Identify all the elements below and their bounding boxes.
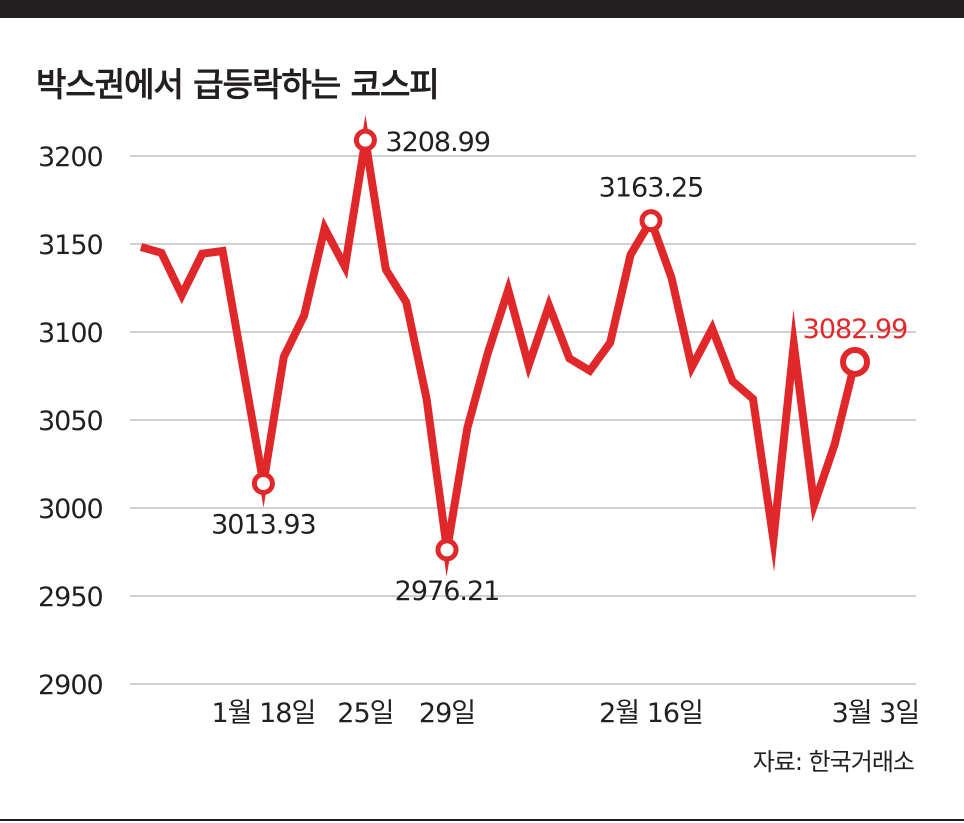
kospi-line: [139, 114, 859, 577]
data-label: 3163.25: [599, 173, 704, 204]
gridlines: [130, 155, 916, 685]
x-tick-label: 25일: [337, 698, 393, 729]
x-axis-ticks: 1월 18일 25일 29일 2월 16일 3월 3일: [211, 698, 920, 729]
top-bar: [0, 0, 964, 18]
data-label: 3082.99: [803, 314, 908, 345]
y-tick-label: 3150: [38, 230, 103, 261]
y-tick-label: 3100: [38, 318, 103, 349]
data-label: 3208.99: [385, 127, 490, 158]
data-labels: 3013.93 3208.99 2976.21 3163.25 3082.99: [211, 127, 908, 607]
highlight-marker: [639, 209, 663, 233]
x-tick-label: 2월 16일: [599, 698, 703, 729]
bottom-rule: [0, 819, 964, 821]
x-tick-label: 29일: [419, 698, 475, 729]
line-chart: 3200 3150 3100 3050 3000 2950 2900 1월 18일 25일 29…: [38, 114, 920, 729]
highlight-markers: [251, 128, 870, 562]
chart-title: 박스권에서 급등락하는 코스피: [36, 65, 440, 104]
x-tick-label: 3월 3일: [832, 698, 920, 729]
highlight-marker: [353, 128, 377, 152]
series-line: [139, 114, 859, 577]
y-tick-label: 3200: [38, 142, 103, 173]
y-tick-label: 3000: [38, 494, 103, 525]
data-label: 2976.21: [395, 576, 500, 607]
highlight-marker: [435, 538, 459, 562]
highlight-marker: [251, 471, 275, 495]
y-tick-label: 2950: [38, 582, 103, 613]
source-note: 자료: 한국거래소: [752, 748, 915, 776]
y-tick-label: 2900: [38, 670, 103, 701]
y-axis-ticks: 3200 3150 3100 3050 3000 2950 2900: [38, 142, 104, 701]
y-tick-label: 3050: [38, 406, 103, 437]
x-tick-label: 1월 18일: [211, 698, 315, 729]
highlight-marker: [840, 346, 870, 377]
data-label: 3013.93: [211, 509, 316, 540]
